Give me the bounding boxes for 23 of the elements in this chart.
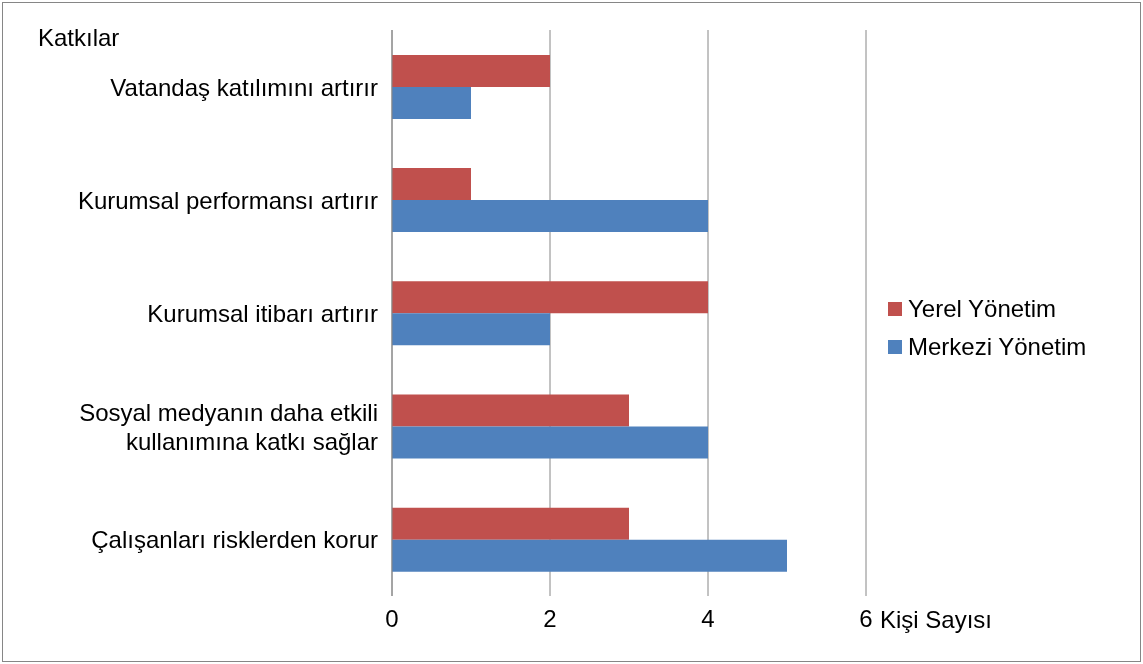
x-tick-label: 0 bbox=[385, 605, 399, 633]
bar bbox=[392, 168, 471, 201]
legend-label: Yerel Yönetim bbox=[908, 294, 1057, 324]
bar bbox=[392, 281, 708, 314]
y-tick-label: Vatandaş katılımını artırır bbox=[110, 73, 379, 101]
bar bbox=[392, 507, 629, 540]
y-axis-title: Katkılar bbox=[38, 24, 120, 52]
bar bbox=[392, 539, 787, 572]
x-tick-label: 4 bbox=[701, 605, 715, 633]
y-tick-label: Çalışanları risklerden korur bbox=[91, 525, 378, 553]
bar bbox=[392, 394, 629, 427]
x-tick-label: 2 bbox=[543, 605, 557, 633]
y-tick-label: Kurumsal itibarı artırır bbox=[147, 299, 379, 327]
bar bbox=[392, 54, 550, 87]
bar bbox=[392, 200, 708, 233]
y-tick-label: Sosyal medyanın daha etkili kullanımına katkı sağlar bbox=[79, 398, 378, 455]
legend-label: Merkezi Yönetim bbox=[908, 332, 1087, 362]
bar bbox=[392, 313, 550, 346]
y-tick-label: Kurumsal performansı artırır bbox=[77, 186, 378, 214]
bar bbox=[392, 426, 708, 459]
x-axis-title: Kişi Sayısı bbox=[880, 606, 993, 634]
bar bbox=[392, 86, 471, 119]
x-tick-label: 6 bbox=[859, 605, 873, 633]
